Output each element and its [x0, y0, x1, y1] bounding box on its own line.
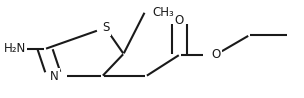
- Text: N: N: [50, 70, 58, 83]
- Text: S: S: [102, 21, 109, 34]
- Text: H₂N: H₂N: [4, 43, 26, 55]
- Text: O: O: [175, 14, 184, 27]
- Text: CH₃: CH₃: [152, 6, 174, 19]
- Text: O: O: [211, 48, 220, 61]
